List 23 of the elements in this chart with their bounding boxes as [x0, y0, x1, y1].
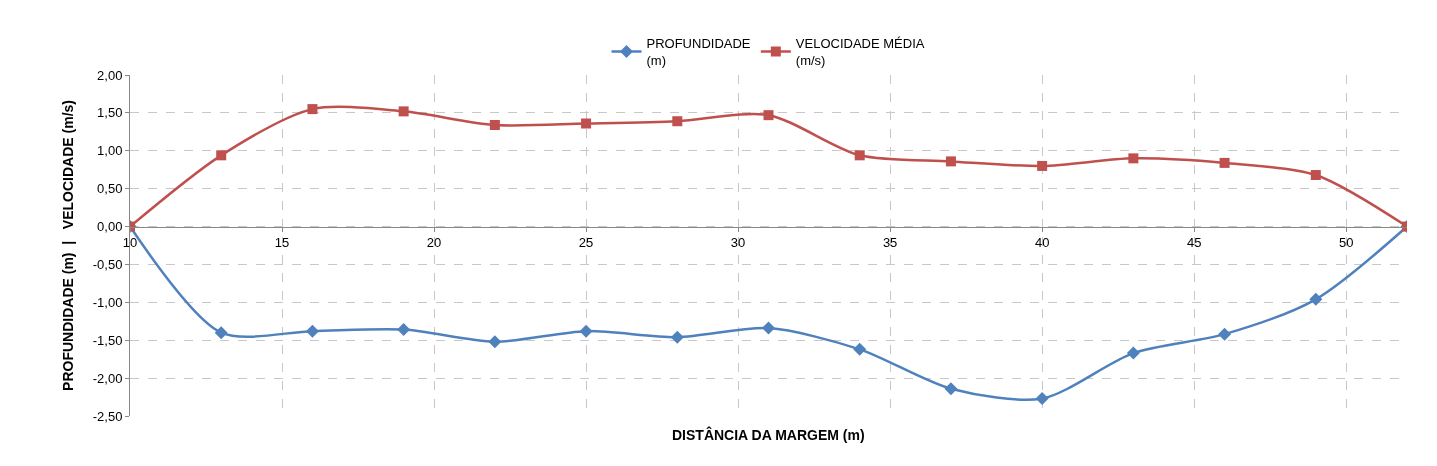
x-tick-label: 40	[1034, 235, 1050, 251]
x-tick-label: 30	[730, 235, 746, 251]
y-tick-label: 0,00	[97, 219, 123, 235]
y-axis-title: PROFUNDIDADE (m) | VELOCIDADE (m/s)	[60, 100, 77, 391]
y-tick-label: -2,00	[92, 370, 123, 386]
legend-label: VELOCIDADE MÉDIA (m/s)	[795, 36, 925, 68]
x-tick-label: 15	[274, 235, 290, 251]
legend-label: PROFUNDIDADE (m)	[646, 36, 751, 68]
y-tick-label: 0,50	[97, 181, 123, 197]
y-tick-label: -0,50	[92, 256, 123, 272]
y-tick-label: 1,00	[97, 143, 123, 159]
y-tick-label: -1,00	[92, 294, 123, 310]
x-tick-label: 35	[882, 235, 898, 251]
y-tick-label: -1,50	[92, 332, 123, 348]
y-tick-label: -2,50	[92, 408, 123, 424]
x-axis-title: DISTÂNCIA DA MARGEM (m)	[672, 426, 865, 443]
x-tick-label: 25	[578, 235, 594, 251]
x-tick-label: 10	[122, 235, 138, 251]
x-tick-label: 50	[1338, 235, 1354, 251]
y-tick-label: 2,00	[97, 67, 123, 83]
y-tick-label: 1,50	[97, 105, 123, 121]
x-tick-label: 45	[1186, 235, 1202, 251]
x-tick-label: 20	[426, 235, 442, 251]
